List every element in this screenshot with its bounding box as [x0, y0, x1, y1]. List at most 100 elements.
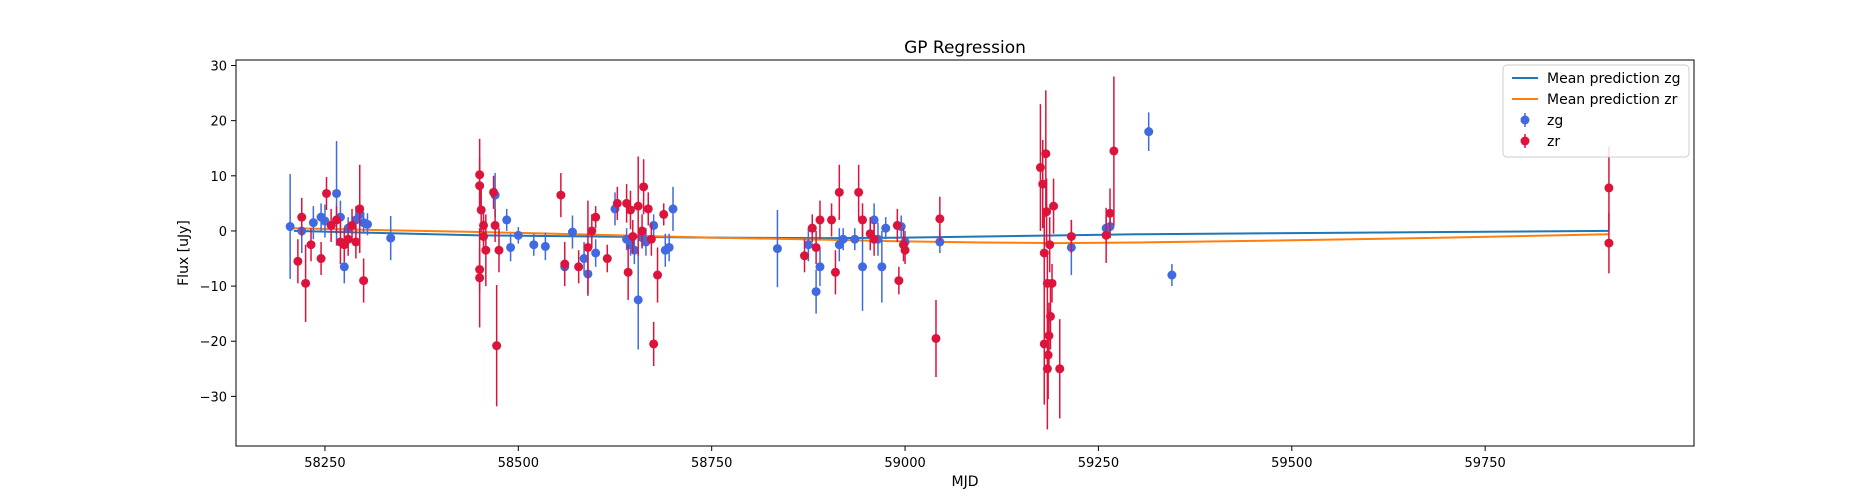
data-point-zr	[1038, 179, 1048, 189]
data-point-zr	[1604, 183, 1614, 193]
data-point-zr	[359, 276, 369, 286]
data-point-zr	[834, 187, 844, 197]
data-point-zr	[475, 181, 485, 191]
data-point-zr	[894, 276, 904, 286]
data-point-zg	[1144, 127, 1154, 137]
data-point-zr	[628, 231, 638, 241]
data-point-zr	[1035, 163, 1045, 173]
data-point-zr	[643, 204, 653, 214]
data-point-zg	[502, 215, 512, 225]
data-point-zr	[649, 339, 659, 349]
data-point-zg	[591, 248, 601, 258]
data-point-zr	[830, 267, 840, 277]
data-point-zr	[1604, 238, 1614, 248]
legend: Mean prediction zg Mean prediction zr zg…	[1502, 64, 1690, 158]
y-axis: −30 −20 −10 0 10 20 30	[200, 60, 236, 405]
data-point-zg	[1167, 270, 1177, 280]
data-point-zg	[869, 215, 879, 225]
data-point-zg	[772, 244, 782, 254]
data-point-zr	[653, 270, 663, 280]
data-point-zg	[838, 234, 848, 244]
data-point-zr	[1049, 201, 1059, 211]
data-point-zr	[306, 240, 316, 250]
y-tick-label: −10	[200, 280, 227, 295]
data-point-zr	[476, 205, 486, 215]
axes-frame	[235, 59, 1695, 447]
data-point-zr	[900, 245, 910, 255]
data-point-zg	[815, 262, 825, 272]
legend-label-zr: zr	[1547, 134, 1560, 150]
data-point-zr	[297, 212, 307, 222]
data-point-zr	[326, 220, 336, 230]
x-tick-label: 58500	[498, 456, 539, 471]
data-point-zg	[858, 262, 868, 272]
data-point-zr	[316, 254, 326, 264]
data-point-zr	[1044, 331, 1054, 341]
y-tick-label: 10	[210, 170, 227, 185]
x-axis: 58250 58500 58750 59000 59250 59500 59750	[304, 446, 1506, 471]
series-zr	[293, 76, 1614, 430]
data-point-zr	[1042, 364, 1052, 374]
data-point-zg	[506, 242, 516, 252]
data-point-zr	[858, 215, 868, 225]
data-point-zg	[935, 237, 945, 247]
data-point-zr	[355, 204, 365, 214]
data-point-zr	[1043, 350, 1053, 360]
data-point-zg	[649, 220, 659, 230]
data-point-zg	[579, 254, 589, 264]
chart-title: GP Regression	[904, 38, 1026, 58]
data-point-zr	[1055, 364, 1065, 374]
data-point-zr	[854, 187, 864, 197]
data-point-zg	[567, 227, 577, 237]
data-point-zr	[556, 190, 566, 200]
data-point-zr	[815, 215, 825, 225]
y-tick-label: 20	[210, 115, 227, 130]
data-point-zr	[574, 262, 584, 272]
data-point-zr	[639, 182, 649, 192]
data-point-zg	[668, 204, 678, 214]
data-point-zg	[332, 188, 342, 198]
data-point-zr	[1042, 207, 1052, 217]
legend-swatch-zg-marker	[1520, 115, 1530, 125]
data-point-zr	[351, 237, 361, 247]
data-point-zr	[1109, 146, 1119, 156]
data-point-zr	[931, 333, 941, 343]
x-tick-label: 59000	[884, 456, 925, 471]
x-tick-label: 59250	[1078, 456, 1119, 471]
data-point-zr	[494, 245, 504, 255]
data-point-zr	[869, 234, 879, 244]
data-point-zr	[1101, 230, 1111, 240]
x-axis-label: MJD	[952, 474, 979, 490]
data-point-zg	[850, 234, 860, 244]
data-point-zr	[646, 234, 656, 244]
legend-box	[1502, 64, 1690, 158]
data-point-zr	[321, 188, 331, 198]
data-point-zr	[633, 201, 643, 211]
data-point-zr	[591, 212, 601, 222]
x-tick-label: 59750	[1464, 456, 1505, 471]
data-point-zr	[475, 273, 485, 283]
data-point-zr	[1066, 231, 1076, 241]
legend-label-zr-mean: Mean prediction zr	[1547, 92, 1678, 108]
x-tick-label: 59500	[1271, 456, 1312, 471]
data-point-zr	[892, 220, 902, 230]
data-point-zg	[811, 287, 821, 297]
data-point-zr	[481, 245, 491, 255]
y-tick-label: 0	[219, 225, 227, 240]
data-point-zg	[529, 240, 539, 250]
data-point-zr	[293, 256, 303, 266]
data-point-zr	[1039, 248, 1049, 258]
plot-area	[235, 59, 1695, 447]
data-point-zr	[1047, 278, 1057, 288]
data-point-zr	[583, 242, 593, 252]
data-point-zg	[285, 222, 295, 232]
legend-label-zg-mean: Mean prediction zg	[1547, 71, 1681, 87]
y-tick-label: −30	[200, 390, 227, 405]
data-point-zr	[625, 205, 635, 215]
data-point-zr	[1045, 240, 1055, 250]
data-point-zg	[881, 223, 891, 233]
data-point-zr	[807, 223, 817, 233]
mean-lines	[293, 227, 1609, 245]
data-point-zg	[664, 242, 674, 252]
